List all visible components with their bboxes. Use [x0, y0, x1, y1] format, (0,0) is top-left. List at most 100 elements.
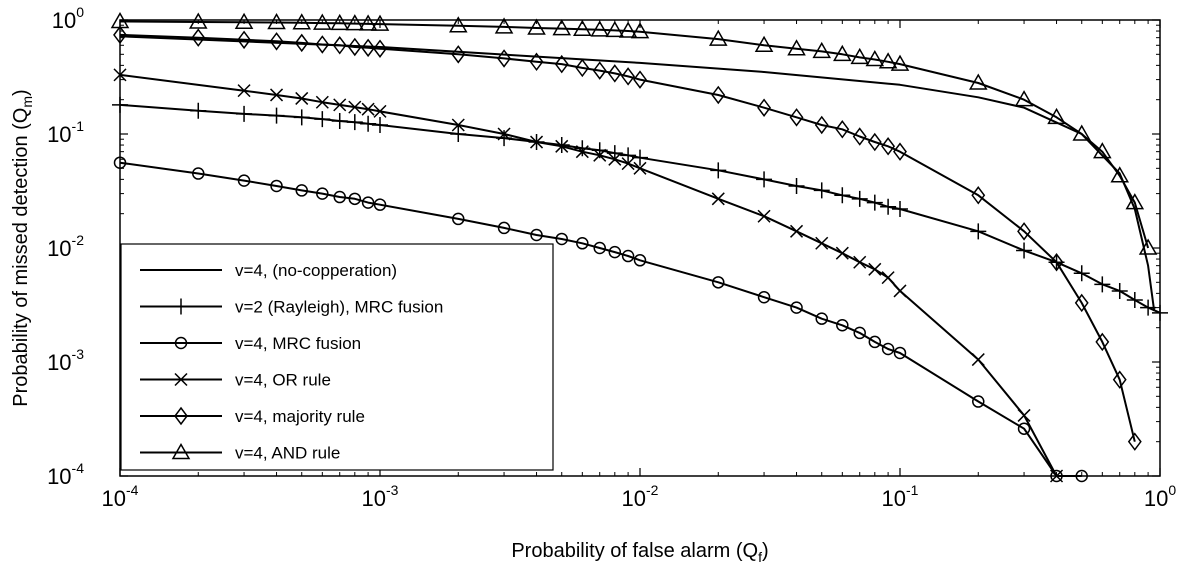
legend-label-2: v=4, MRC fusion [235, 334, 361, 353]
data-point-3 [790, 224, 804, 238]
data-point-2 [1017, 422, 1031, 435]
data-point-1 [190, 102, 207, 119]
data-point-5 [754, 35, 774, 53]
data-point-3 [835, 246, 849, 260]
data-point-5 [812, 41, 832, 59]
data-point-4 [711, 85, 726, 105]
y-tick-label: 10-4 [47, 460, 84, 489]
data-point-3 [361, 102, 375, 116]
y-tick-label: 10-2 [47, 232, 84, 261]
data-point-3 [608, 152, 622, 166]
data-point-4 [373, 39, 387, 58]
data-point-5 [787, 39, 806, 56]
data-point-3 [757, 209, 771, 223]
series-markers [110, 11, 1168, 483]
data-point-2 [621, 249, 635, 263]
data-point-4 [867, 132, 882, 152]
data-point-4 [451, 45, 466, 64]
data-point-3 [451, 118, 465, 132]
data-point-3 [333, 98, 347, 112]
data-point-1 [574, 140, 591, 157]
data-point-3 [881, 271, 895, 285]
data-point-3 [295, 91, 309, 105]
data-point-2 [633, 254, 647, 267]
legend-label-0: v=4, (no-copperation) [235, 261, 397, 280]
data-point-5 [370, 14, 390, 31]
data-point-5 [234, 12, 254, 30]
legend-marker-2 [174, 336, 188, 350]
data-point-4 [757, 98, 771, 117]
data-point-2 [113, 156, 127, 169]
data-point-2 [881, 342, 895, 356]
data-point-1 [970, 223, 987, 240]
data-point-4 [1074, 293, 1089, 313]
data-point-4 [237, 30, 251, 50]
data-point-1 [866, 194, 883, 211]
data-point-1 [1111, 282, 1128, 299]
legend-label-5: v=4, AND rule [235, 444, 340, 463]
data-point-5 [527, 18, 546, 35]
data-point-4 [269, 32, 284, 51]
data-point-5 [878, 52, 898, 69]
data-point-5 [850, 47, 870, 65]
data-point-4 [607, 64, 622, 83]
data-point-1 [632, 149, 648, 166]
data-point-5 [494, 17, 514, 34]
data-point-3 [815, 236, 829, 250]
data-point-4 [592, 61, 607, 80]
data-point-4 [971, 186, 986, 205]
data-point-3 [373, 104, 387, 118]
data-point-5 [1093, 142, 1112, 159]
data-point-5 [618, 21, 638, 38]
data-point-5 [1047, 107, 1066, 125]
data-point-1 [293, 109, 310, 126]
data-point-5 [1014, 90, 1034, 107]
data-point-5 [313, 13, 332, 30]
data-point-1 [813, 182, 830, 199]
data-point-4 [294, 33, 309, 53]
data-point-1 [1016, 242, 1033, 259]
data-point-1 [314, 111, 331, 128]
data-point-5 [358, 14, 378, 31]
data-point-3 [853, 255, 867, 269]
data-point-2 [316, 187, 329, 200]
data-point-5 [292, 13, 312, 30]
data-point-4 [814, 115, 829, 135]
data-point-5 [865, 50, 885, 67]
data-point-4 [347, 37, 362, 57]
data-point-3 [270, 88, 284, 102]
data-point-5 [267, 13, 286, 30]
data-point-1 [851, 190, 868, 207]
y-tick-label: 10-1 [47, 118, 84, 147]
data-point-1 [756, 171, 773, 188]
y-tick-label: 10-3 [47, 346, 84, 375]
data-point-2 [712, 276, 725, 289]
data-point-1 [788, 177, 805, 194]
data-point-4 [1095, 332, 1110, 352]
data-point-2 [373, 198, 387, 211]
data-point-5 [110, 11, 130, 29]
data-point-5 [605, 20, 625, 38]
legend: v=4, (no-copperation) v=2 (Rayleigh), MRC… [120, 243, 554, 471]
data-point-5 [833, 44, 852, 62]
data-point-2 [593, 241, 606, 255]
data-point-3 [711, 192, 725, 206]
data-point-3 [530, 135, 544, 149]
data-point-2 [1075, 469, 1088, 483]
data-point-5 [345, 14, 365, 31]
data-point-4 [789, 108, 804, 127]
data-point-2 [868, 335, 882, 349]
data-point-2 [237, 174, 251, 187]
data-point-3 [633, 161, 647, 175]
legend-marker-1 [173, 298, 189, 315]
x-tick-label: 100 [1144, 482, 1176, 511]
y-tick-label: 100 [52, 4, 84, 33]
legend-marker-4 [174, 406, 188, 426]
data-point-5 [1110, 166, 1130, 183]
data-point-5 [448, 16, 468, 33]
data-point-1 [496, 130, 513, 147]
data-point-4 [113, 25, 127, 45]
data-point-3 [868, 262, 882, 276]
data-point-4 [835, 120, 850, 139]
